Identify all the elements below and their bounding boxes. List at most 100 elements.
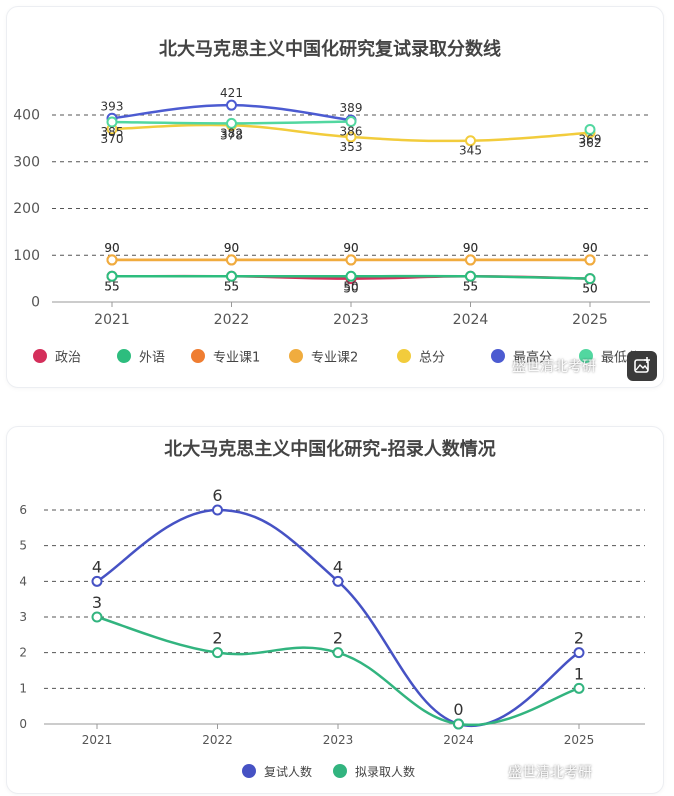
data-label: 2 xyxy=(333,629,343,648)
data-point-nilu xyxy=(453,718,464,730)
data-label: 421 xyxy=(220,86,243,100)
data-label: 90 xyxy=(582,241,597,255)
data-label: 55 xyxy=(104,279,119,293)
data-label: 370 xyxy=(101,132,124,146)
image-plus-icon xyxy=(634,357,650,373)
x-tick-label: 2023 xyxy=(323,733,354,747)
legend-label: 最高分 xyxy=(513,349,552,365)
data-point-zuidi xyxy=(226,117,237,129)
data-label: 90 xyxy=(582,241,597,255)
data-label: 369 xyxy=(579,132,602,146)
data-label: 50 xyxy=(343,282,358,296)
data-label: 90 xyxy=(224,241,239,255)
data-label: 1 xyxy=(574,664,584,683)
data-label: 2 xyxy=(212,629,222,648)
data-label: 382 xyxy=(220,126,243,140)
data-point-zhuanye2 xyxy=(584,254,596,266)
y-tick-label: 0 xyxy=(19,717,27,731)
score-chart-card xyxy=(6,6,664,388)
data-point-fushi xyxy=(212,504,223,516)
legend-label: 外语 xyxy=(139,350,165,365)
data-point-fushi xyxy=(91,575,103,587)
data-label: 90 xyxy=(224,241,239,255)
data-point-nilu xyxy=(573,682,585,694)
chart-title: 北大马克思主义中国化研究-招录人数情况 xyxy=(164,438,495,460)
legend-marker-nilu xyxy=(333,764,347,778)
legend-label: 专业课1 xyxy=(213,350,260,365)
data-label: 55 xyxy=(224,279,239,293)
x-tick-label: 2022 xyxy=(202,733,233,747)
legend-label: 拟录取人数 xyxy=(355,764,415,779)
data-label: 0 xyxy=(453,700,463,719)
data-point-fushi xyxy=(332,575,344,587)
legend-marker-zongfen xyxy=(397,349,411,363)
image-plus-button[interactable] xyxy=(627,351,657,381)
x-tick-label: 2025 xyxy=(572,312,608,328)
data-label: 50 xyxy=(582,282,597,296)
y-tick-label: 6 xyxy=(19,503,27,517)
data-point-waiyu xyxy=(106,270,118,282)
data-point-zhuanye2 xyxy=(226,254,237,266)
data-point-zuigao xyxy=(226,99,237,111)
x-tick-label: 2025 xyxy=(564,733,595,747)
x-tick-label: 2022 xyxy=(214,312,250,328)
legend-marker-fushi xyxy=(242,764,256,778)
data-point-fushi xyxy=(573,647,585,659)
data-point-zuidi xyxy=(345,116,357,128)
y-tick-label: 4 xyxy=(19,574,27,588)
watermark: 盛世清北考研 xyxy=(512,359,596,375)
data-point-zhuanye2 xyxy=(465,254,476,266)
y-tick-label: 200 xyxy=(13,201,40,217)
data-point-waiyu xyxy=(345,270,357,282)
y-tick-label: 0 xyxy=(31,295,40,311)
data-point-waiyu xyxy=(584,273,596,285)
legend-marker-zhengzhi xyxy=(33,349,47,363)
data-label: 3 xyxy=(92,593,102,612)
data-label: 90 xyxy=(343,241,358,255)
data-point-zhuanye2 xyxy=(345,254,357,266)
legend-marker-zhuanye1 xyxy=(191,349,205,363)
data-point-waiyu xyxy=(226,270,237,282)
data-point-zuidi xyxy=(106,116,118,128)
data-label: 90 xyxy=(104,241,119,255)
data-point-nilu xyxy=(212,647,223,659)
data-point-zongfen xyxy=(465,135,476,147)
data-label: 353 xyxy=(340,140,363,154)
data-label: 362 xyxy=(579,136,602,150)
legend-label: 总分 xyxy=(419,350,445,365)
data-label: 90 xyxy=(104,241,119,255)
legend-label: 专业课2 xyxy=(311,350,358,365)
legend-marker-waiyu xyxy=(117,349,131,363)
data-label: 90 xyxy=(463,241,478,255)
data-point-zongfen xyxy=(345,131,357,143)
data-point-zuidi xyxy=(584,123,596,135)
data-label: 4 xyxy=(333,557,343,576)
data-label: 393 xyxy=(101,99,124,113)
data-label: 90 xyxy=(463,241,478,255)
data-label: 55 xyxy=(104,279,119,293)
legend-marker-zuidi xyxy=(579,349,593,363)
data-point-waiyu xyxy=(465,270,476,282)
data-label: 50 xyxy=(582,282,597,296)
data-label: 389 xyxy=(340,101,363,115)
chart-title: 北大马克思主义中国化研究复试录取分数线 xyxy=(159,38,501,60)
x-tick-label: 2021 xyxy=(94,312,130,328)
y-tick-label: 2 xyxy=(19,646,27,660)
enrollment-chart-card xyxy=(6,426,664,794)
legend-marker-zuigao xyxy=(491,349,505,363)
data-label: 4 xyxy=(92,557,102,576)
data-point-nilu xyxy=(91,611,103,623)
y-tick-label: 100 xyxy=(13,248,40,264)
legend-label: 复试人数 xyxy=(264,764,312,779)
x-tick-label: 2024 xyxy=(443,733,474,747)
legend-marker-zhuanye2 xyxy=(289,349,303,363)
data-label: 55 xyxy=(224,279,239,293)
y-tick-label: 1 xyxy=(19,681,27,695)
x-tick-label: 2021 xyxy=(82,733,113,747)
data-label: 55 xyxy=(463,279,478,293)
y-tick-label: 5 xyxy=(19,539,27,553)
legend-label: 政治 xyxy=(55,350,81,365)
data-label: 2 xyxy=(574,629,584,648)
